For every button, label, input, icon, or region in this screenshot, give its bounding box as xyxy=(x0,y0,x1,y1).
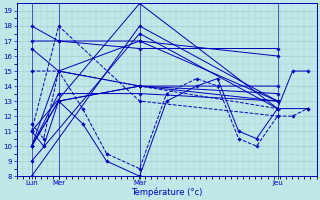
X-axis label: Température (°c): Température (°c) xyxy=(131,187,202,197)
